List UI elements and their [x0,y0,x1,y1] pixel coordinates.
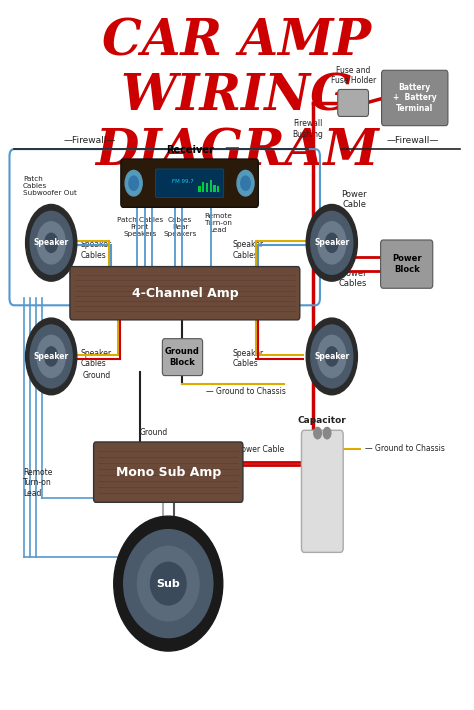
Text: — Ground to Chassis: — Ground to Chassis [365,444,445,453]
Bar [206,183,208,192]
Text: Ground: Ground [83,371,111,381]
Circle shape [26,318,77,395]
FancyBboxPatch shape [301,430,343,552]
Text: Speaker
Cables: Speaker Cables [232,349,264,368]
Circle shape [26,204,77,281]
Text: Patch
Cables
Subwoofer Out: Patch Cables Subwoofer Out [23,176,77,196]
Text: Battery
+  Battery
Terminal: Battery + Battery Terminal [393,83,437,113]
Bar [213,185,216,192]
Text: Ground: Ground [140,427,168,437]
FancyBboxPatch shape [121,159,258,207]
Bar [198,186,201,192]
Ellipse shape [137,547,199,621]
Text: Remote
Turn-on
Lead: Remote Turn-on Lead [204,213,232,233]
Circle shape [129,176,138,190]
Circle shape [37,222,65,264]
Text: Speaker
Cables: Speaker Cables [232,240,264,260]
Circle shape [30,212,72,274]
Text: DIAGRAM: DIAGRAM [95,127,379,176]
Circle shape [45,233,58,252]
Text: Sub: Sub [156,579,180,589]
FancyBboxPatch shape [70,266,300,320]
Circle shape [241,176,250,190]
Text: —Firewall—: —Firewall— [64,136,116,145]
Text: FM 99.7: FM 99.7 [172,179,193,185]
Text: Speaker: Speaker [34,239,69,247]
Ellipse shape [114,516,223,651]
Text: Mono Sub Amp: Mono Sub Amp [116,466,221,479]
Circle shape [37,335,65,378]
Circle shape [30,325,72,388]
Text: Power
Block: Power Block [392,254,421,274]
FancyBboxPatch shape [382,70,448,126]
Text: Speaker
Cables: Speaker Cables [81,240,112,260]
Bar [217,186,219,192]
Text: Receiver: Receiver [165,146,214,155]
Text: 4-Channel Amp: 4-Channel Amp [132,287,238,300]
Bar [202,182,204,192]
Text: Cables
Rear
Speakers: Cables Rear Speakers [164,217,197,236]
Text: Power
Cable: Power Cable [341,190,366,209]
Circle shape [125,170,142,196]
FancyBboxPatch shape [337,89,369,116]
Circle shape [318,222,346,264]
Text: Power
Cables: Power Cables [338,268,366,288]
FancyBboxPatch shape [381,240,433,288]
Text: Firewall
Bushing: Firewall Bushing [292,119,324,138]
Text: Speaker: Speaker [314,239,349,247]
Circle shape [318,335,346,378]
Circle shape [323,427,331,439]
Text: Speaker
Cables: Speaker Cables [81,349,112,368]
Circle shape [306,318,357,395]
Circle shape [325,233,338,252]
Text: CAR AMP: CAR AMP [102,18,372,67]
Circle shape [314,427,321,439]
Circle shape [325,347,338,366]
Text: — Ground to Chassis: — Ground to Chassis [206,387,286,396]
Text: Power Cable: Power Cable [237,445,284,454]
Text: Capacitor: Capacitor [298,416,346,425]
Text: Speaker: Speaker [34,352,69,361]
Text: Ground
Block: Ground Block [165,347,200,367]
FancyBboxPatch shape [93,442,243,502]
Circle shape [311,212,353,274]
Text: Fuse and
Fuse Holder: Fuse and Fuse Holder [330,66,376,85]
Ellipse shape [124,530,213,638]
FancyBboxPatch shape [155,169,224,197]
Text: Remote
Turn-on
Lead: Remote Turn-on Lead [23,468,52,498]
Circle shape [306,204,357,281]
Circle shape [311,325,353,388]
Circle shape [237,170,254,196]
Circle shape [45,347,58,366]
Text: WIRING: WIRING [120,72,354,121]
Ellipse shape [150,562,186,605]
Text: Speaker: Speaker [314,352,349,361]
Text: —Firewall—: —Firewall— [386,136,438,145]
Bar [210,180,212,192]
Text: Patch Cables
Front
Speakers: Patch Cables Front Speakers [117,217,163,236]
FancyBboxPatch shape [162,339,202,376]
